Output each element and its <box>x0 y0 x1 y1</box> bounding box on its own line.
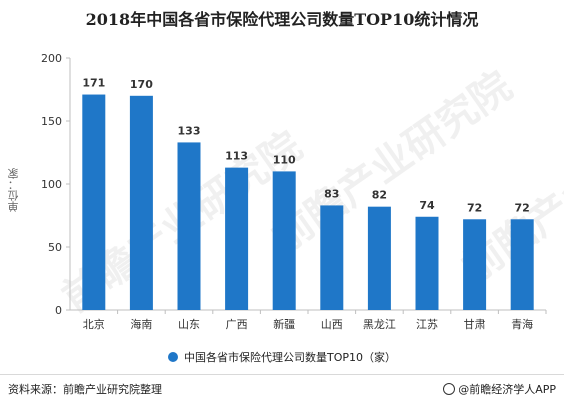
bar <box>272 171 296 310</box>
y-axis-label: 单位：家 <box>7 168 20 212</box>
y-tick-label: 50 <box>48 241 62 254</box>
x-tick-label: 甘肃 <box>464 318 486 331</box>
data-label: 113 <box>225 150 248 163</box>
x-tick-label: 海南 <box>130 317 152 331</box>
x-tick-label: 黑龙江 <box>363 318 396 331</box>
credit: @前瞻经济学人APP <box>443 381 556 397</box>
bar <box>415 216 439 310</box>
bar <box>463 219 487 310</box>
x-tick-label: 青海 <box>511 317 533 331</box>
x-tick-label: 新疆 <box>273 317 295 331</box>
data-label: 170 <box>130 78 153 91</box>
data-label: 133 <box>178 124 201 137</box>
data-label: 83 <box>324 187 339 200</box>
chart-title: 2018年中国各省市保险代理公司数量TOP10统计情况 <box>85 10 479 29</box>
legend: 中国各省市保险代理公司数量TOP10（家） <box>0 349 564 365</box>
data-label: 82 <box>372 189 387 202</box>
x-tick-label: 北京 <box>83 317 105 331</box>
bar <box>367 206 391 310</box>
x-tick-label: 山东 <box>178 318 200 331</box>
data-label: 72 <box>467 201 482 214</box>
bar <box>225 167 249 310</box>
y-tick-label: 0 <box>55 304 62 317</box>
credit-label: @前瞻经济学人APP <box>458 383 556 396</box>
bar-chart: 0 50 100 150 200 171 北京 170 海南 133 山东 113 广西 110 新疆 83 山… <box>41 52 547 331</box>
legend-label: 中国各省市保险代理公司数量TOP10（家） <box>183 351 396 364</box>
y-tick-label: 100 <box>41 178 62 191</box>
data-label: 171 <box>82 77 105 90</box>
legend-swatch <box>167 352 178 362</box>
y-tick-label: 150 <box>41 115 62 128</box>
data-label: 110 <box>273 153 296 166</box>
divider <box>0 374 564 375</box>
x-tick-label: 江苏 <box>416 318 438 331</box>
bar <box>510 219 534 310</box>
bar <box>129 95 153 310</box>
bar <box>82 94 106 310</box>
y-tick-label: 200 <box>41 52 62 65</box>
qianzhan-logo-icon <box>443 383 456 395</box>
data-label: 72 <box>515 201 530 214</box>
bar <box>177 142 201 310</box>
data-label: 74 <box>419 199 435 212</box>
bar <box>320 205 344 310</box>
x-tick-label: 山西 <box>321 318 343 331</box>
source-note: 资料来源：前瞻产业研究院整理 <box>8 383 162 396</box>
x-tick-label: 广西 <box>226 318 248 331</box>
